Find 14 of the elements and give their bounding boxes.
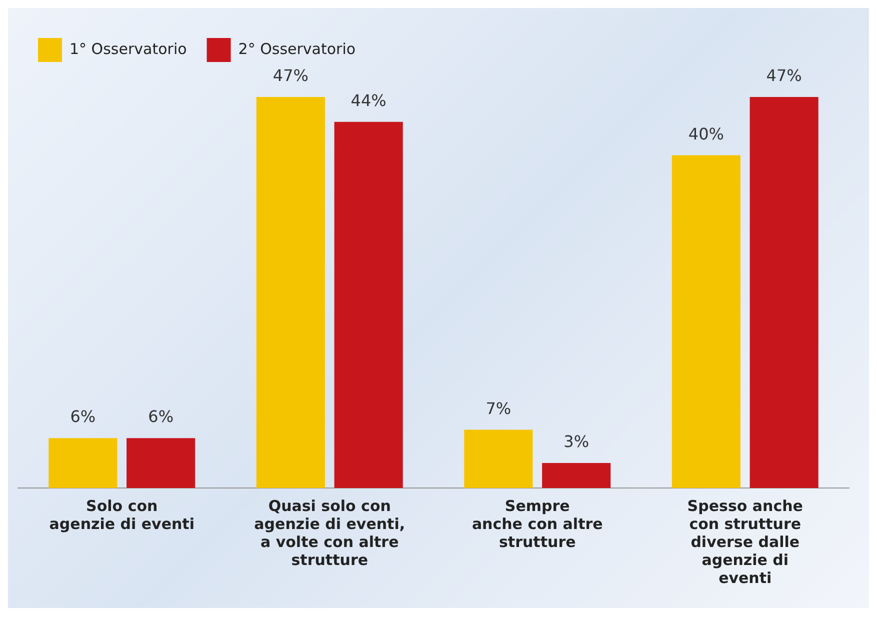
x-tick-label: Sempre anche con altre strutture [472, 496, 603, 551]
data-label: 6% [70, 407, 96, 426]
x-tick-label: Solo con agenzie di eventi [49, 496, 194, 533]
data-label: 40% [688, 124, 724, 144]
data-label: 6% [148, 407, 174, 426]
data-label: 7% [486, 398, 512, 418]
data-label: 47% [766, 66, 802, 86]
data-label: 3% [564, 432, 590, 452]
legend-label: 1° Osservatorio [70, 40, 187, 58]
data-label: 44% [350, 91, 386, 110]
legend-label: 2° Osservatorio [238, 40, 356, 58]
x-tick-label: Spesso anche con strutture diverse dalle agenzie di eventi [687, 496, 803, 587]
data-label: 47% [272, 66, 308, 86]
x-tick-label: Quasi solo con agenzie di eventi, a volte con altre strutture [254, 496, 406, 569]
